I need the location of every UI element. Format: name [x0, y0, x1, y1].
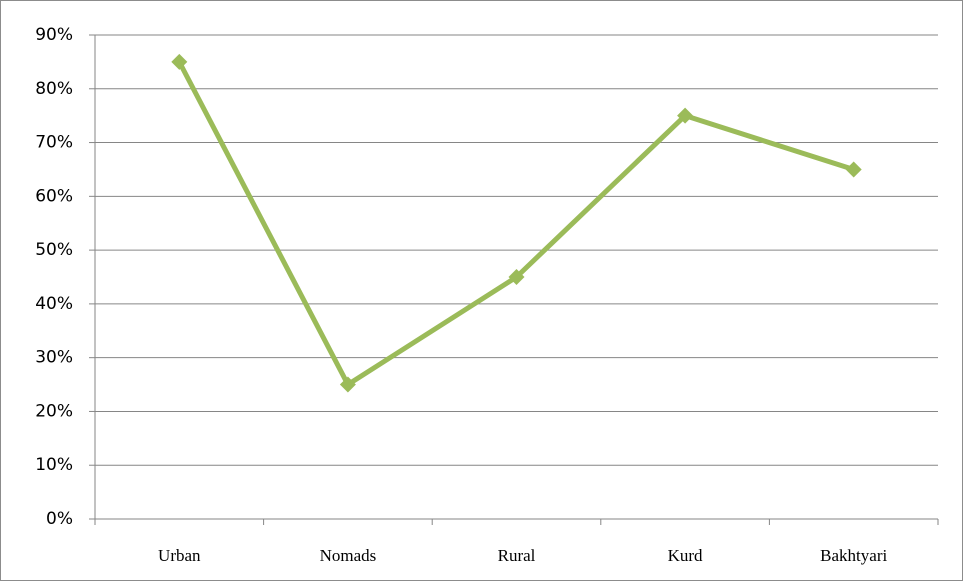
marker	[845, 161, 862, 178]
y-tick-label: 90%	[35, 25, 73, 45]
x-tick-label: Urban	[158, 546, 201, 565]
y-tick-label: 50%	[35, 240, 73, 260]
marker	[677, 107, 694, 124]
x-tick-label: Kurd	[668, 546, 703, 565]
marker	[171, 53, 188, 70]
y-tick-label: 30%	[35, 348, 73, 368]
x-tick-label: Nomads	[320, 546, 377, 565]
y-tick-label: 80%	[35, 79, 73, 99]
marker	[339, 376, 356, 393]
marker	[508, 269, 525, 285]
y-tick-label: 60%	[35, 186, 73, 206]
x-tick-label: Rural	[498, 546, 536, 565]
y-tick-label: 40%	[35, 294, 73, 314]
y-tick-label: 20%	[35, 401, 73, 421]
x-tick-label: Bakhtyari	[820, 546, 887, 565]
y-tick-label: 10%	[35, 455, 73, 475]
y-tick-label: 70%	[35, 133, 73, 153]
y-tick-label: 0%	[46, 509, 73, 529]
